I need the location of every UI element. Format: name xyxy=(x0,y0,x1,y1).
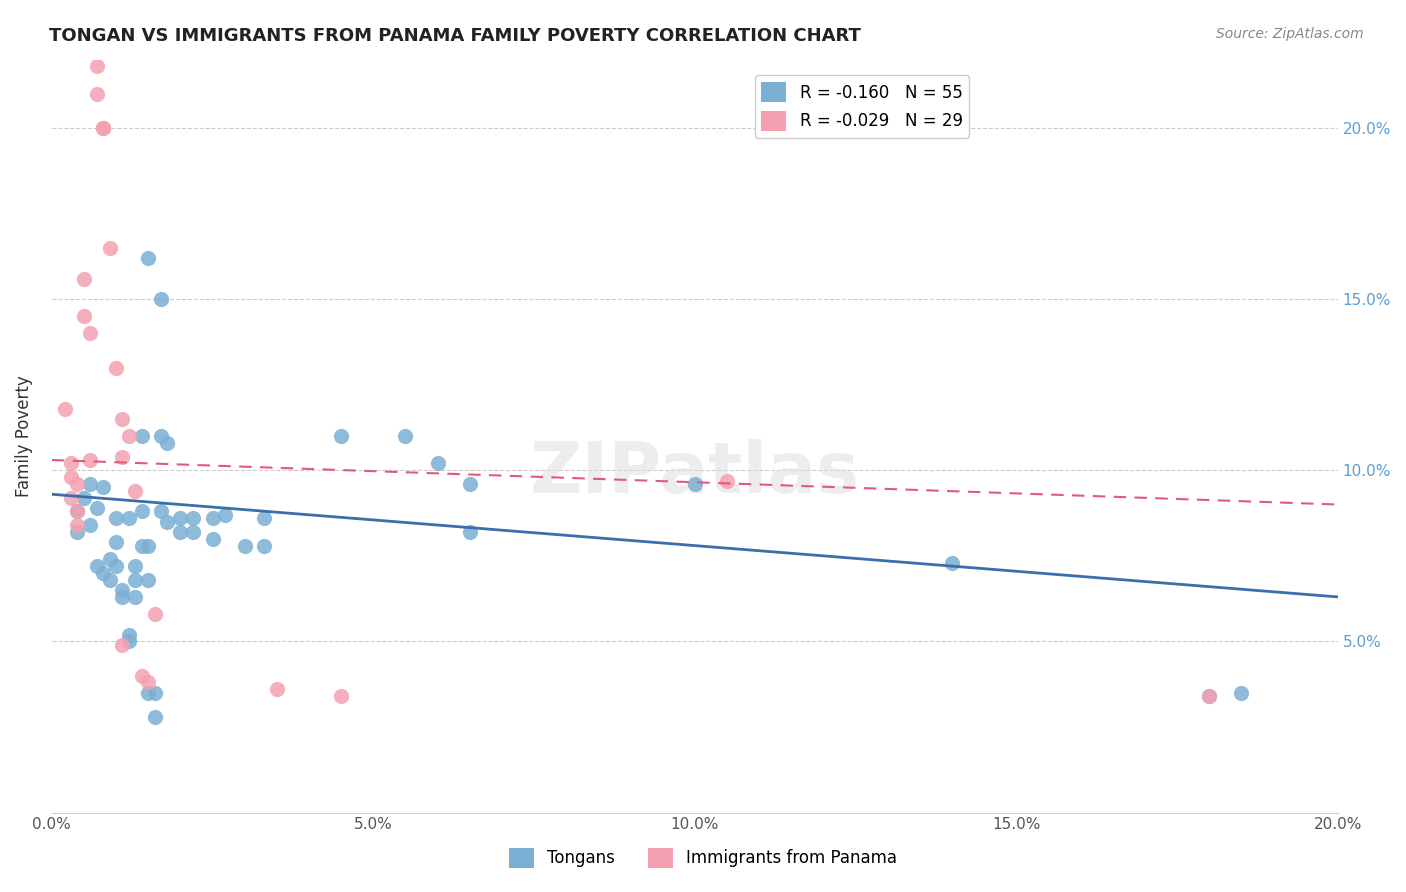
Point xyxy=(683,477,706,491)
Point xyxy=(181,511,204,525)
Point xyxy=(150,504,173,518)
Point xyxy=(60,470,83,484)
Point xyxy=(330,689,353,703)
Point xyxy=(105,511,128,525)
Point xyxy=(136,686,159,700)
Point xyxy=(66,518,89,533)
Point xyxy=(105,535,128,549)
Point xyxy=(105,559,128,574)
Point xyxy=(66,504,89,518)
Point xyxy=(98,241,121,255)
Point xyxy=(91,480,114,494)
Point xyxy=(79,326,101,341)
Point xyxy=(73,271,96,285)
Point xyxy=(136,539,159,553)
Point xyxy=(1230,686,1253,700)
Point xyxy=(156,436,179,450)
Point xyxy=(1198,689,1220,703)
Point xyxy=(124,590,146,604)
Point xyxy=(91,566,114,580)
Point xyxy=(131,504,153,518)
Point xyxy=(111,590,134,604)
Point xyxy=(60,457,83,471)
Point xyxy=(118,627,141,641)
Point xyxy=(143,686,166,700)
Point xyxy=(131,668,153,682)
Point xyxy=(118,634,141,648)
Point xyxy=(86,559,108,574)
Point xyxy=(136,675,159,690)
Point xyxy=(53,401,76,416)
Point xyxy=(111,412,134,426)
Point xyxy=(111,450,134,464)
Text: Source: ZipAtlas.com: Source: ZipAtlas.com xyxy=(1216,27,1364,41)
Point xyxy=(233,539,256,553)
Y-axis label: Family Poverty: Family Poverty xyxy=(15,376,32,497)
Point xyxy=(150,429,173,443)
Point xyxy=(111,583,134,598)
Point xyxy=(156,515,179,529)
Point xyxy=(169,524,191,539)
Point xyxy=(66,477,89,491)
Point xyxy=(86,87,108,101)
Point xyxy=(73,491,96,505)
Point xyxy=(394,429,416,443)
Point xyxy=(105,360,128,375)
Point xyxy=(716,474,738,488)
Point xyxy=(91,121,114,136)
Point xyxy=(66,524,89,539)
Point xyxy=(201,532,224,546)
Point xyxy=(253,539,276,553)
Point xyxy=(79,453,101,467)
Point xyxy=(1198,689,1220,703)
Point xyxy=(131,429,153,443)
Point xyxy=(330,429,353,443)
Point xyxy=(98,552,121,566)
Point xyxy=(124,559,146,574)
Legend: R = -0.160   N = 55, R = -0.029   N = 29: R = -0.160 N = 55, R = -0.029 N = 29 xyxy=(755,76,969,137)
Point xyxy=(124,573,146,587)
Point xyxy=(458,524,481,539)
Point xyxy=(118,429,141,443)
Point xyxy=(143,607,166,621)
Point xyxy=(86,500,108,515)
Point xyxy=(66,504,89,518)
Point xyxy=(458,477,481,491)
Point xyxy=(98,573,121,587)
Point xyxy=(214,508,236,522)
Point xyxy=(169,511,191,525)
Point xyxy=(91,121,114,136)
Legend: Tongans, Immigrants from Panama: Tongans, Immigrants from Panama xyxy=(502,841,904,875)
Point xyxy=(86,59,108,73)
Point xyxy=(253,511,276,525)
Point xyxy=(266,682,288,697)
Point xyxy=(73,310,96,324)
Point xyxy=(136,251,159,265)
Point xyxy=(79,518,101,533)
Text: TONGAN VS IMMIGRANTS FROM PANAMA FAMILY POVERTY CORRELATION CHART: TONGAN VS IMMIGRANTS FROM PANAMA FAMILY … xyxy=(49,27,860,45)
Point xyxy=(124,483,146,498)
Point xyxy=(143,709,166,723)
Point xyxy=(181,524,204,539)
Point xyxy=(201,511,224,525)
Text: ZIPatlas: ZIPatlas xyxy=(530,439,860,508)
Point xyxy=(60,491,83,505)
Point xyxy=(118,511,141,525)
Point xyxy=(79,477,101,491)
Point xyxy=(426,457,449,471)
Point xyxy=(941,556,963,570)
Point xyxy=(150,292,173,306)
Point xyxy=(111,638,134,652)
Point xyxy=(136,573,159,587)
Point xyxy=(131,539,153,553)
